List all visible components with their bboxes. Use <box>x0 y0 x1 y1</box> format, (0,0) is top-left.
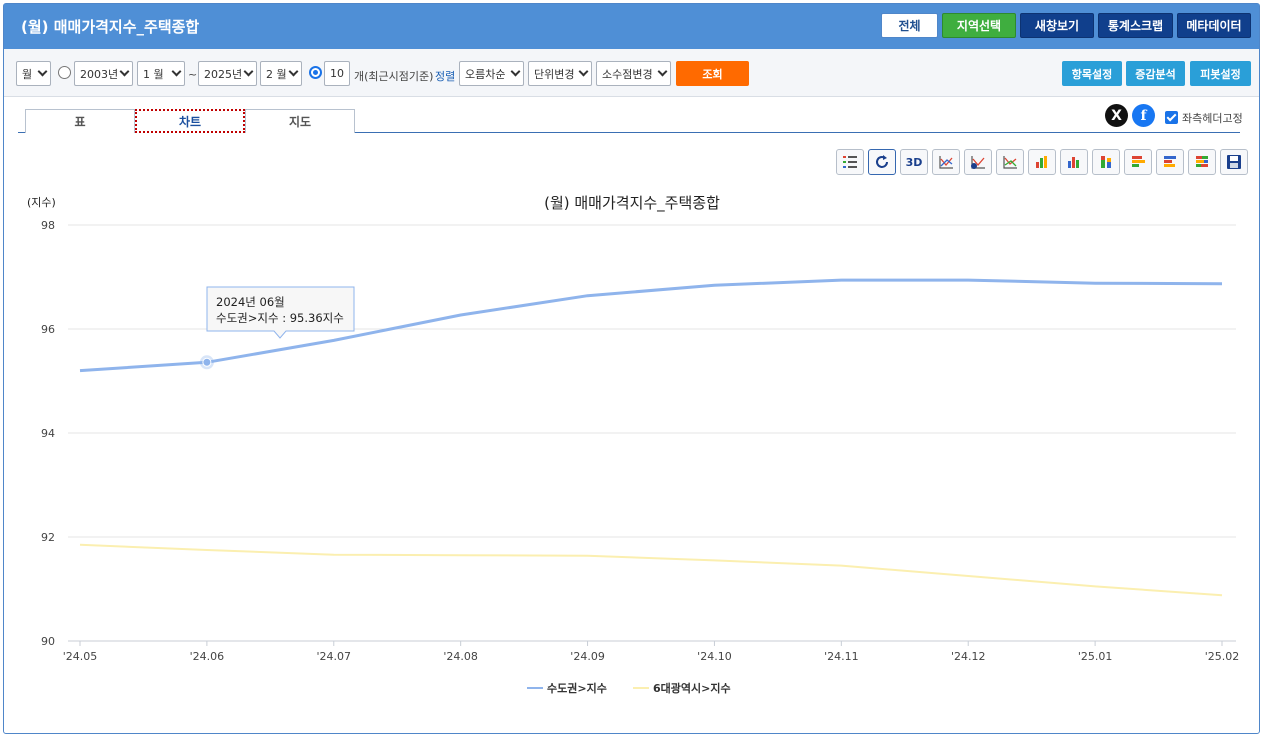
sort-label: 정렬 <box>435 70 456 83</box>
recent-label: 개(최근시점기준) <box>354 70 434 83</box>
end-month-select[interactable]: 2 월 <box>260 61 302 86</box>
fix-header-label: 좌측헤더고정 <box>1182 112 1243 125</box>
all-button[interactable]: 전체 <box>881 13 938 38</box>
tab-chart[interactable]: 차트 <box>135 109 245 133</box>
x-share-icon[interactable]: X <box>1105 104 1128 127</box>
stacked-bar-icon[interactable] <box>1092 149 1120 175</box>
horizontal-bar-icon[interactable] <box>1124 149 1152 175</box>
item-settings-button[interactable]: 항목설정 <box>1062 61 1122 86</box>
query-toolbar: 월 2003년 1 월 ~ 2025년 2 월 10 개(최근시점기준) 정렬 … <box>4 49 1259 97</box>
start-year-select[interactable]: 2003년 <box>74 61 133 86</box>
facebook-share-icon[interactable]: f <box>1132 104 1155 127</box>
change-analysis-button[interactable]: 증감분석 <box>1126 61 1185 86</box>
view-tabs: 표 차트 지도 <box>18 109 1240 133</box>
tab-table[interactable]: 표 <box>25 109 135 133</box>
metadata-button[interactable]: 메타데이터 <box>1177 13 1251 38</box>
recent-count-input[interactable]: 10 <box>324 61 350 86</box>
stat-scrap-button[interactable]: 통계스크랩 <box>1098 13 1173 38</box>
line-chart-dollar-icon[interactable] <box>964 149 992 175</box>
save-icon[interactable] <box>1220 149 1248 175</box>
range-separator: ~ <box>188 68 198 81</box>
panel-header: (월) 매매가격지수_주택종합 전체 지역선택 새창보기 통계스크랩 메타데이터 <box>4 4 1259 49</box>
stat-panel: (월) 매매가격지수_주택종합 전체 지역선택 새창보기 통계스크랩 메타데이터… <box>3 3 1260 734</box>
tab-map[interactable]: 지도 <box>245 109 355 133</box>
refresh-icon[interactable] <box>868 149 896 175</box>
list-icon[interactable] <box>836 149 864 175</box>
period-unit-select[interactable]: 월 <box>16 61 51 86</box>
3d-icon[interactable]: 3D <box>900 149 928 175</box>
new-window-button[interactable]: 새창보기 <box>1020 13 1094 38</box>
page-title: (월) 매매가격지수_주택종합 <box>21 18 200 36</box>
line-chart-icon[interactable] <box>932 149 960 175</box>
recent-radio[interactable] <box>309 66 322 79</box>
decimal-change-select[interactable]: 소수점변경 <box>596 61 671 86</box>
sort-select[interactable]: 오름차순 <box>459 61 524 86</box>
unit-change-select[interactable]: 단위변경 <box>528 61 592 86</box>
line-chart-alt-icon[interactable] <box>996 149 1024 175</box>
bar-chart-alt-icon[interactable] <box>1060 149 1088 175</box>
start-month-select[interactable]: 1 월 <box>137 61 185 86</box>
query-button[interactable]: 조회 <box>676 61 749 86</box>
fix-header-checkbox[interactable] <box>1165 111 1178 124</box>
range-radio[interactable] <box>58 66 71 79</box>
horizontal-bar-alt-icon[interactable] <box>1156 149 1184 175</box>
region-select-button[interactable]: 지역선택 <box>942 13 1016 38</box>
bar-chart-icon[interactable] <box>1028 149 1056 175</box>
pivot-settings-button[interactable]: 피봇설정 <box>1190 61 1251 86</box>
horizontal-stacked-icon[interactable] <box>1188 149 1216 175</box>
end-year-select[interactable]: 2025년 <box>198 61 257 86</box>
